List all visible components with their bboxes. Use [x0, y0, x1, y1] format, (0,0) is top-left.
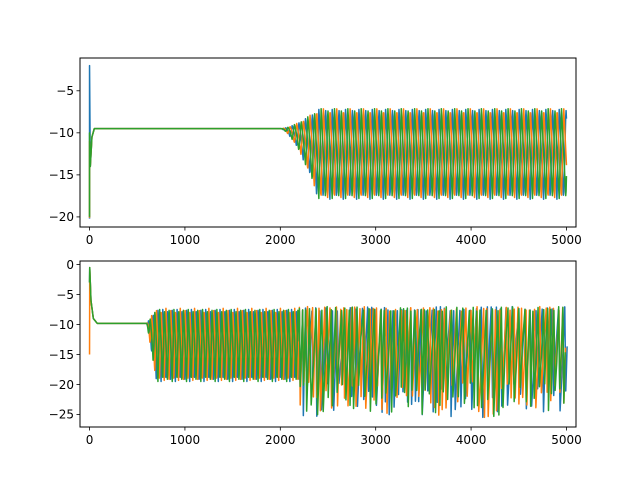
- x-tick-label: 1000: [170, 433, 201, 447]
- y-tick-label: −20: [49, 210, 74, 224]
- x-tick-label: 3000: [360, 433, 391, 447]
- x-tick-label: 0: [86, 233, 94, 247]
- series-orange-line: [88, 108, 568, 218]
- series-green-line: [88, 107, 568, 217]
- y-tick-label: −5: [56, 288, 74, 302]
- x-tick-label: 3000: [360, 233, 391, 247]
- bottom-chart: 0 1000 2000 3000 4000 5000 0 −5 −10 −15 −20 −25: [49, 258, 582, 447]
- bottom-chart-y-axis: 0 −5 −10 −15 −20 −25: [49, 258, 80, 422]
- x-tick-label: 1000: [170, 233, 201, 247]
- top-chart-frame: [79, 57, 577, 228]
- x-tick-label: 4000: [456, 433, 487, 447]
- top-chart-y-axis: −5 −10 −15 −20: [49, 84, 80, 224]
- top-chart-series: [88, 64, 568, 219]
- y-tick-label: −20: [49, 378, 74, 392]
- y-tick-label: −10: [49, 126, 74, 140]
- y-tick-label: −10: [49, 318, 74, 332]
- x-tick-label: 2000: [265, 433, 296, 447]
- bottom-chart-frame: [79, 260, 577, 428]
- x-tick-label: 5000: [551, 233, 582, 247]
- series-green-line: [88, 266, 566, 418]
- top-chart: 0 1000 2000 3000 4000 5000 −5 −10 −15 −20: [49, 57, 582, 247]
- bottom-chart-x-axis: 0 1000 2000 3000 4000 5000: [86, 427, 582, 447]
- x-tick-label: 5000: [551, 433, 582, 447]
- x-tick-label: 0: [86, 433, 94, 447]
- x-tick-label: 2000: [265, 233, 296, 247]
- y-tick-label: −15: [49, 348, 74, 362]
- y-tick-label: −15: [49, 168, 74, 182]
- top-chart-x-axis: 0 1000 2000 3000 4000 5000: [86, 227, 582, 247]
- bottom-chart-series: [88, 266, 568, 419]
- y-tick-label: 0: [66, 258, 74, 272]
- x-tick-label: 4000: [456, 233, 487, 247]
- y-tick-label: −5: [56, 84, 74, 98]
- y-tick-label: −25: [49, 408, 74, 422]
